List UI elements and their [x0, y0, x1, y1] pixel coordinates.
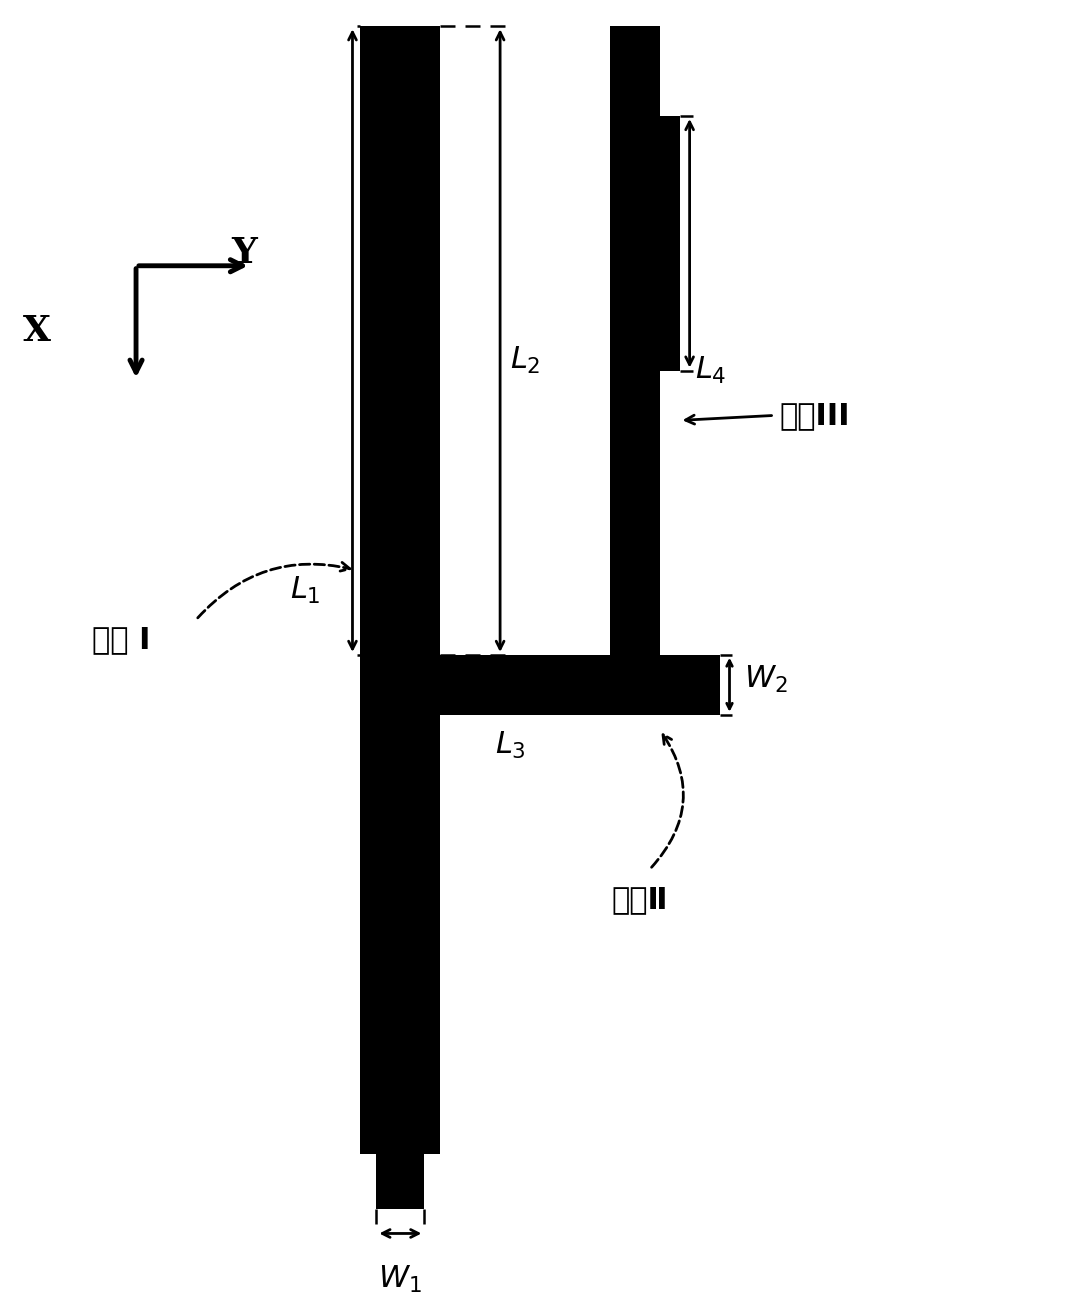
- Text: $L_4$: $L_4$: [695, 355, 726, 386]
- Text: X: X: [24, 313, 52, 347]
- Text: 支节III: 支节III: [779, 401, 850, 429]
- Bar: [360, 655, 720, 715]
- Text: $L_1$: $L_1$: [289, 574, 321, 606]
- Bar: [610, 116, 680, 371]
- Text: Y: Y: [230, 236, 256, 270]
- Text: $L_2$: $L_2$: [510, 345, 540, 376]
- Bar: [360, 26, 440, 1154]
- Text: $L_3$: $L_3$: [495, 729, 525, 761]
- Text: 支节Ⅱ: 支节Ⅱ: [611, 885, 668, 914]
- Bar: [377, 1154, 424, 1208]
- Text: $W_1$: $W_1$: [379, 1263, 422, 1295]
- Bar: [610, 26, 660, 655]
- Text: 支节 I: 支节 I: [91, 625, 151, 654]
- Text: $W_2$: $W_2$: [745, 664, 788, 696]
